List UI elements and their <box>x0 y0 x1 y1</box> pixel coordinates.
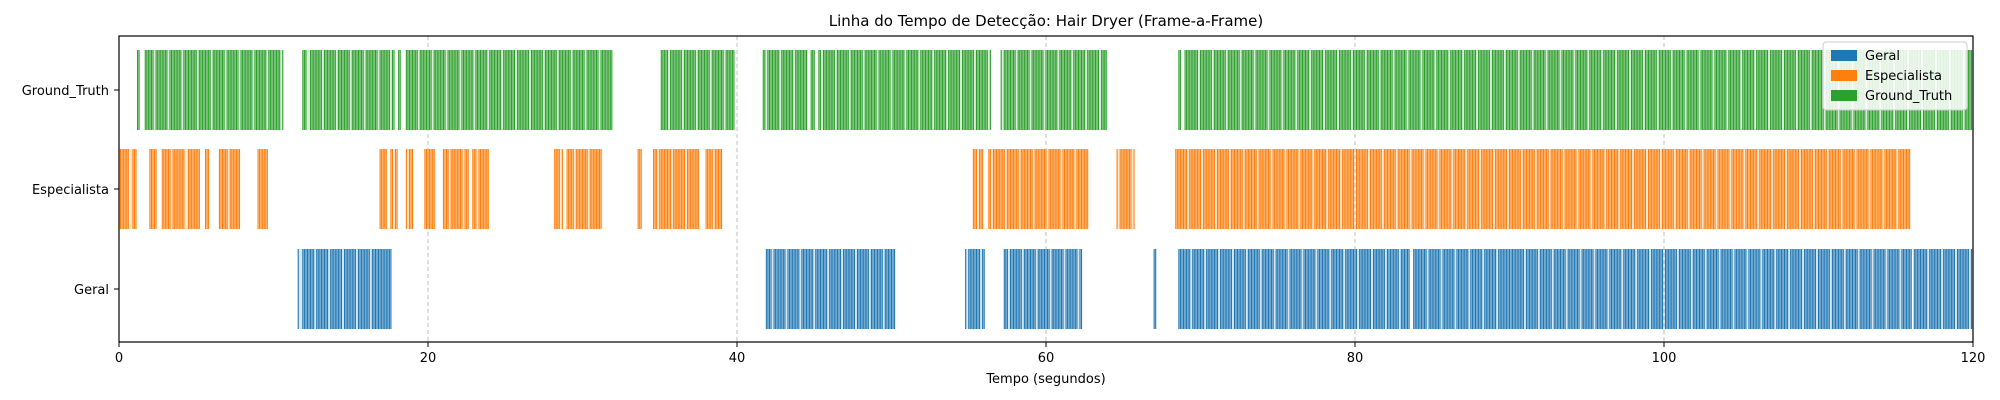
detection-interval <box>424 149 436 229</box>
y-tick-label: Geral <box>74 283 109 298</box>
detection-bars <box>118 50 1974 329</box>
series-ground-truth <box>136 50 1974 130</box>
legend-swatch <box>1831 70 1857 81</box>
detection-interval <box>818 50 991 130</box>
x-tick-label: 120 <box>1961 351 1986 366</box>
detection-interval <box>554 149 563 229</box>
legend-label: Ground_Truth <box>1865 89 1952 104</box>
detection-interval <box>973 149 983 229</box>
x-axis-label: Tempo (segundos) <box>985 372 1105 387</box>
chart-title: Linha do Tempo de Detecção: Hair Dryer (… <box>829 12 1264 30</box>
legend-box <box>1822 41 1968 111</box>
series-especialista <box>118 149 1911 229</box>
detection-interval <box>390 149 398 229</box>
legend-swatch <box>1831 50 1857 61</box>
legend-label: Geral <box>1865 49 1900 64</box>
x-tick-label: 100 <box>1652 351 1677 366</box>
legend-label: Especialista <box>1865 69 1942 84</box>
x-tick-label: 20 <box>420 351 437 366</box>
detection-interval <box>137 50 140 130</box>
x-tick-label: 60 <box>1038 351 1055 366</box>
detection-interval <box>1175 149 1910 229</box>
x-tick-label: 80 <box>1347 351 1364 366</box>
detection-interval <box>1154 249 1156 329</box>
detection-interval <box>1178 50 1181 130</box>
detection-interval <box>567 149 603 229</box>
x-axis: 0 20 40 60 80 100 120 <box>115 342 1986 366</box>
y-axis: Geral Especialista Ground_Truth <box>22 84 119 298</box>
y-tick-label: Especialista <box>32 183 109 198</box>
detection-interval <box>706 149 722 229</box>
x-tick-label: 40 <box>729 351 746 366</box>
detection-interval <box>398 50 401 130</box>
legend: Geral Especialista Ground_Truth <box>1822 41 1968 111</box>
detection-interval <box>766 249 895 329</box>
legend-swatch <box>1831 90 1857 101</box>
y-tick-label: Ground_Truth <box>22 84 109 99</box>
series-geral <box>297 249 1974 329</box>
x-tick-label: 0 <box>115 351 123 366</box>
